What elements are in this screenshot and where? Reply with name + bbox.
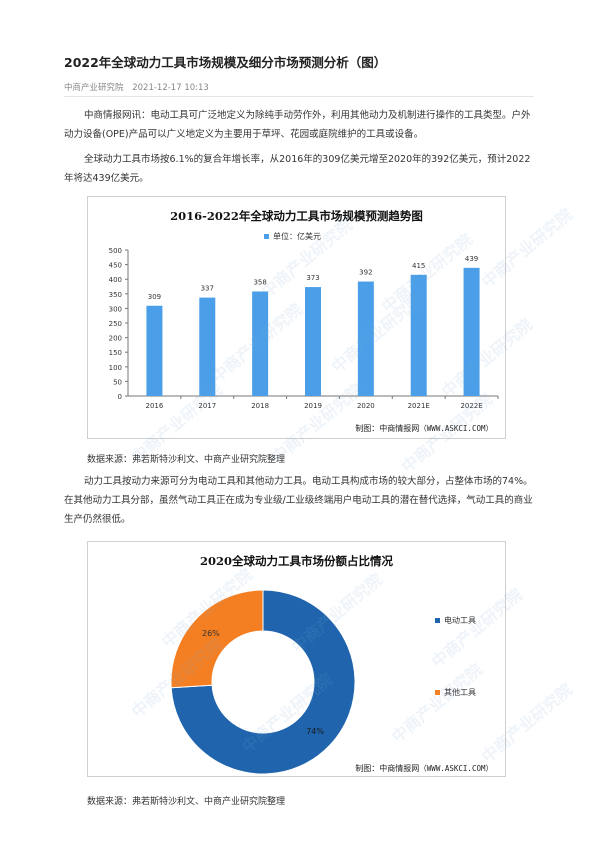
y-tick-label: 50 [113,378,122,386]
x-tick-label: 2018 [251,402,269,410]
bar-data-label: 373 [306,274,319,282]
bar-chart-legend: 单位：亿美元 [264,231,321,242]
data-source-2: 数据来源：弗若斯特沙利文、中商产业研究院整理 [87,797,286,807]
bar-chart: 0 50 100 150 200 250 300 350 400 450 500 309 2016 337… [109,247,499,410]
pie-chart-credit-prefix: 制图：中商情报网 [355,764,420,773]
paragraph-intro-text: 中商情报网讯：电动工具可广泛地定义为除纯手动劳作外，利用其他动力及机制进行操作的… [64,110,531,140]
title-divider [64,96,534,97]
bar-chart-title: 2016-2022年全球动力工具市场规模预测趋势图 [170,209,423,223]
bar-data-label: 392 [359,269,372,277]
paragraph-intro: 中商情报网讯：电动工具可广泛地定义为除纯手动劳作外，利用其他动力及机制进行操作的… [64,106,534,144]
bar [146,305,163,396]
y-tick-label: 150 [109,349,122,357]
pie-legend-other: 其他工具 [435,687,476,698]
x-tick-label: 2017 [198,402,216,410]
bar [199,297,216,396]
bar-chart-legend-label: 单位：亿美元 [273,232,321,241]
pie-chart-title: 2020全球动力工具市场份额占比情况 [199,554,393,568]
bar [410,274,427,396]
article-title: 2022年全球动力工具市场规模及细分市场预测分析（图） [64,55,387,70]
pie-slice [170,589,356,775]
legend-swatch-other [435,690,440,695]
y-tick-label: 250 [109,320,122,328]
pie-slice [170,589,264,689]
article-meta: 中商产业研究院 2021-12-17 10:13 [64,81,209,93]
bar-data-label: 415 [412,262,425,270]
x-tick-label: 2016 [146,402,164,410]
y-tick-label: 200 [109,335,122,343]
x-tick-label: 2022E [460,402,482,410]
paragraph-growth: 全球动力工具市场按6.1%的复合年增长率，从2016年的309亿美元增至2020… [64,150,534,188]
bar-chart-credit: 制图：中商情报网（WWW.ASKCI.COM） [355,423,493,434]
y-tick-label: 400 [109,276,122,284]
y-tick-label: 300 [109,305,122,313]
bar-chart-figure: 2016-2022年全球动力工具市场规模预测趋势图 单位：亿美元 0 50 100 1… [87,196,506,439]
pie-slice-label: 26% [202,629,220,638]
x-tick-label: 2019 [304,402,322,410]
pie-legend-electric: 电动工具 [435,615,476,626]
pie-chart-credit: 制图：中商情报网（WWW.ASKCI.COM） [355,763,493,774]
bar-data-label: 309 [148,293,161,301]
bar-chart-credit-prefix: 制图：中商情报网 [355,424,420,433]
y-tick-label: 500 [109,247,122,255]
paragraph-segments: 动力工具按动力来源可分为电动工具和其他动力工具。电动工具构成市场的较大部分，占整… [64,472,534,529]
pie-chart: 74% 26% [170,589,356,775]
y-tick-label: 0 [118,393,122,401]
bar-data-label: 358 [253,278,266,286]
paragraph-growth-text: 全球动力工具市场按6.1%的复合年增长率，从2016年的309亿美元增至2020… [64,154,531,184]
pie-legend-other-label: 其他工具 [444,688,476,697]
bar [305,287,321,396]
bar-chart-credit-url: （WWW.ASKCI.COM） [419,424,493,433]
bar [357,281,374,396]
pie-chart-credit-url: （WWW.ASKCI.COM） [419,764,493,773]
legend-swatch-bar [264,234,269,239]
legend-swatch-electric [435,618,440,623]
bar-data-label: 337 [201,285,214,293]
data-source-1: 数据来源：弗若斯特沙利文、中商产业研究院整理 [87,455,286,465]
pie-slice-label: 74% [306,727,324,736]
y-tick-label: 350 [109,291,122,299]
y-tick-label: 100 [109,364,122,372]
pie-legend-electric-label: 电动工具 [444,616,476,625]
x-tick-label: 2020 [357,402,375,410]
bar [463,267,480,396]
bar [252,291,269,396]
article-datetime: 2021-12-17 10:13 [132,83,209,93]
paragraph-segments-text: 动力工具按动力来源可分为电动工具和其他动力工具。电动工具构成市场的较大部分，占整… [64,476,533,525]
bar-data-label: 439 [465,255,478,263]
pie-chart-figure: 2020全球动力工具市场份额占比情况 74% 26% 电动工具 其他工具 制图：中… [87,541,506,777]
article-source-name[interactable]: 中商产业研究院 [64,83,124,93]
y-tick-label: 450 [109,262,122,270]
x-tick-label: 2021E [408,402,430,410]
